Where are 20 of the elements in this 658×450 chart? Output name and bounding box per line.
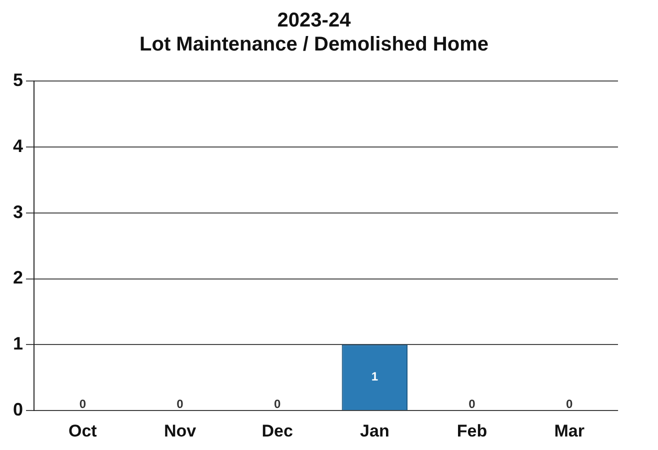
data-label: 0 <box>176 396 184 411</box>
x-tick-label: Nov <box>164 421 197 440</box>
x-tick-label: Mar <box>554 421 585 440</box>
x-tick-label: Oct <box>68 421 98 440</box>
x-tick-label: Dec <box>262 421 293 440</box>
y-tick-label: 0 <box>12 400 24 420</box>
chart-subtitle: Lot Maintenance / Demolished Home <box>140 34 488 56</box>
y-tick-label: 5 <box>12 70 24 90</box>
y-tick-label: 1 <box>12 334 24 354</box>
data-label: 0 <box>274 396 281 411</box>
chart-title: 2023-24 <box>277 10 352 32</box>
x-tick-label: Jan <box>360 421 390 440</box>
data-label: 0 <box>79 396 86 411</box>
y-tick-label: 3 <box>12 202 24 222</box>
y-tick-label: 2 <box>12 268 24 288</box>
x-tick-label: Feb <box>456 421 488 440</box>
data-label: 1 <box>371 370 378 384</box>
data-label: 0 <box>566 396 573 411</box>
y-tick-label: 4 <box>12 136 24 156</box>
data-label: 0 <box>468 396 476 411</box>
